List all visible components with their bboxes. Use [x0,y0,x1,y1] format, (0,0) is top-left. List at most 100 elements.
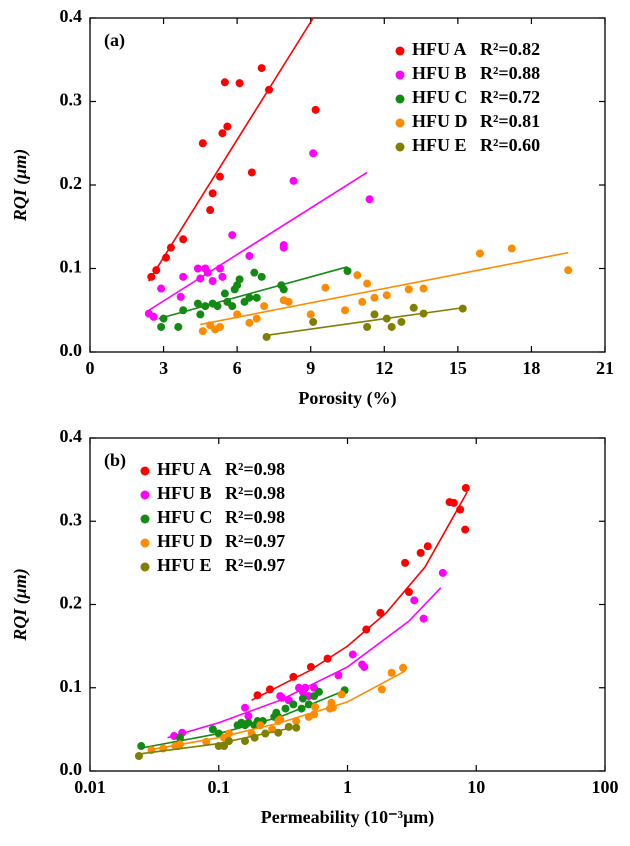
y-tick-label: 0.4 [60,6,83,26]
trend-line [167,587,442,739]
data-point [334,671,343,680]
data-point [245,293,254,302]
data-point [137,742,146,751]
y-tick-label: 0.1 [60,676,83,696]
data-point [215,172,224,181]
data-point [159,314,168,323]
legend-fit: R²=0.81 [480,111,540,131]
data-point [404,285,413,294]
x-tick-label: 9 [306,358,315,378]
data-point [228,302,237,311]
data-point [179,272,188,281]
data-point [157,284,166,293]
data-point [157,322,166,331]
data-point [215,264,224,273]
data-point [253,691,262,700]
legend-fit: R²=0.97 [225,531,285,551]
data-point [419,614,428,623]
data-point [311,702,320,711]
legend-marker [395,118,405,128]
legend-label: HFU E [412,135,467,155]
data-point [292,717,301,726]
data-point [423,542,432,551]
data-point [410,596,419,605]
data-point [206,206,215,215]
data-point [233,310,242,319]
data-point [358,297,367,306]
data-point [149,312,158,321]
data-point [260,302,269,311]
legend-marker [140,490,150,500]
data-point [203,268,212,277]
data-point [257,64,266,73]
data-point [323,654,332,663]
data-point [343,267,352,276]
data-point [208,277,217,286]
data-point [341,306,350,315]
legend-marker [395,142,405,152]
data-point [233,721,242,730]
legend-marker [395,94,405,104]
data-point [475,249,484,258]
data-point [311,105,320,114]
data-point [250,268,259,277]
data-point [220,78,229,87]
x-tick-label: 6 [233,358,242,378]
data-point [245,251,254,260]
data-point [228,231,237,240]
data-point [337,690,346,699]
data-point [409,303,418,312]
data-point [241,737,250,746]
data-point [360,662,369,671]
data-point [449,498,458,507]
data-point [162,253,171,262]
data-point [193,299,202,308]
legend-marker [140,466,150,476]
data-point [458,304,467,313]
data-point [250,733,259,742]
data-point [196,274,205,283]
data-point [419,309,428,318]
y-tick-label: 0.0 [60,340,83,360]
legend-label: HFU B [157,483,212,503]
data-point [241,721,250,730]
data-point [174,322,183,331]
data-point [241,703,250,712]
data-point [362,625,371,634]
data-point [274,728,283,737]
data-point [363,279,372,288]
y-axis-label: RQI (μm) [10,568,31,642]
x-tick-label: 15 [449,358,467,378]
data-point [220,742,229,751]
legend-label: HFU C [157,507,213,527]
y-tick-label: 0.0 [60,759,83,779]
x-axis-label: Porosity (%) [298,388,396,409]
panel-label: (b) [104,450,126,471]
data-point [262,332,271,341]
data-point [218,272,227,281]
data-point [261,729,270,738]
x-tick-label: 0 [86,358,95,378]
data-point [278,693,287,702]
data-point [201,302,210,311]
data-point [507,244,516,253]
data-point [252,314,261,323]
data-point [310,692,319,701]
data-point [309,149,318,158]
y-tick-label: 0.1 [60,257,83,277]
data-point [147,272,156,281]
data-point [171,742,180,751]
data-point [284,297,293,306]
data-point [208,725,217,734]
data-point [208,189,217,198]
data-point [193,264,202,273]
data-point [365,195,374,204]
trend-line [158,266,348,320]
data-point [256,721,265,730]
trend-line [148,17,314,282]
data-point [363,322,372,331]
legend-fit: R²=0.88 [480,63,540,83]
data-point [306,310,315,319]
data-point [461,483,470,492]
data-point [247,168,256,177]
